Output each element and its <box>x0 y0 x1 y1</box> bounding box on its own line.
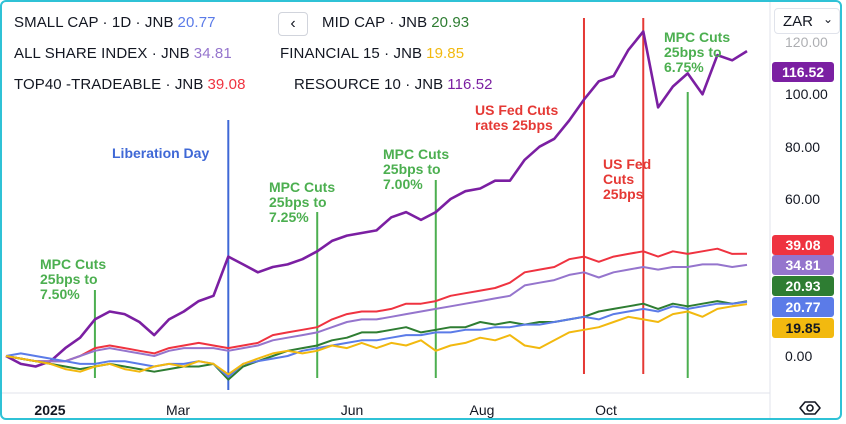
series-line-mid-cap <box>5 300 748 381</box>
legend-label-small-cap: SMALL CAP · 1D · JNB <box>14 14 174 31</box>
legend-row-1[interactable]: SMALL CAP · 1D · JNB 20.77 <box>14 14 216 31</box>
price-tag: 20.77 <box>772 297 834 317</box>
price-tag: 20.93 <box>772 276 834 296</box>
legend-value-financial-15: 19.85 <box>426 45 465 62</box>
chevron-down-icon: ⌄ <box>822 12 833 26</box>
x-tick-label: Aug <box>469 402 495 418</box>
legend-label-top40: TOP40 -TRADEABLE · JNB <box>14 76 204 93</box>
legend-label-all-share: ALL SHARE INDEX · JNB <box>14 45 190 62</box>
price-tag: 116.52 <box>772 62 834 82</box>
eye-icon[interactable] <box>798 398 822 418</box>
plot-area[interactable] <box>2 2 842 420</box>
x-tick-label: 2025 <box>34 402 66 418</box>
chevron-left-icon: ‹ <box>290 15 296 32</box>
legend-label-financial-15: FINANCIAL 15 · JNB <box>280 45 423 62</box>
series-line-financial-15 <box>5 303 748 376</box>
y-tick-label: 100.00 <box>785 86 828 103</box>
price-tag: 39.08 <box>772 235 834 255</box>
annotation-text: MPC Cuts 25bps to 7.25% <box>269 179 336 225</box>
currency-select[interactable]: ZAR ⌄ <box>774 8 840 34</box>
currency-label: ZAR <box>783 13 813 30</box>
legend-value-all-share: 34.81 <box>193 45 232 62</box>
series-line-all-share-index <box>5 263 748 363</box>
y-tick-label: 80.00 <box>785 138 821 155</box>
annotation-text: MPC Cuts 25bps to 7.50% <box>40 256 107 302</box>
legend-value-resource-10: 116.52 <box>447 76 493 93</box>
price-tag: 19.85 <box>772 318 834 338</box>
annotation-text: US Fed Cuts rates 25bps <box>475 102 559 133</box>
legend-row-2[interactable]: ALL SHARE INDEX · JNB 34.81 <box>14 45 232 62</box>
legend-value-small-cap: 20.77 <box>177 14 216 31</box>
annotation-text: MPC Cuts 25bps to 7.00% <box>383 146 450 192</box>
legend-row-3b[interactable]: RESOURCE 10 · JNB 116.52 <box>294 76 493 93</box>
legend-row-1b[interactable]: MID CAP · JNB 20.93 <box>322 14 469 31</box>
y-tick-label: 120.00 <box>785 34 828 50</box>
annotation-text: MPC Cuts 25bps to 6.75% <box>664 29 731 75</box>
legend-value-top40: 39.08 <box>207 76 246 93</box>
price-tag: 34.81 <box>772 255 834 275</box>
annotation-text: Liberation Day <box>112 145 210 161</box>
annotation-text: US Fed Cuts 25bps <box>603 156 652 202</box>
legend-label-resource-10: RESOURCE 10 · JNB <box>294 76 444 93</box>
legend-row-2b[interactable]: FINANCIAL 15 · JNB 19.85 <box>280 45 464 62</box>
series-line-resource-10 <box>5 30 748 368</box>
collapse-legend-button[interactable]: ‹ <box>278 12 308 36</box>
legend-label-mid-cap: MID CAP · JNB <box>322 14 428 31</box>
x-tick-label: Mar <box>165 402 191 418</box>
series-line-small-cap <box>5 300 748 378</box>
legend-value-mid-cap: 20.93 <box>431 14 470 31</box>
y-tick-label: 0.00 <box>785 348 813 364</box>
y-tick-label: 60.00 <box>785 191 821 207</box>
legend-row-3[interactable]: TOP40 -TRADEABLE · JNB 39.08 <box>14 76 246 93</box>
x-tick-label: Oct <box>595 402 617 418</box>
x-tick-label: Jun <box>340 402 364 418</box>
series-line-top40-tradeable <box>5 247 748 363</box>
